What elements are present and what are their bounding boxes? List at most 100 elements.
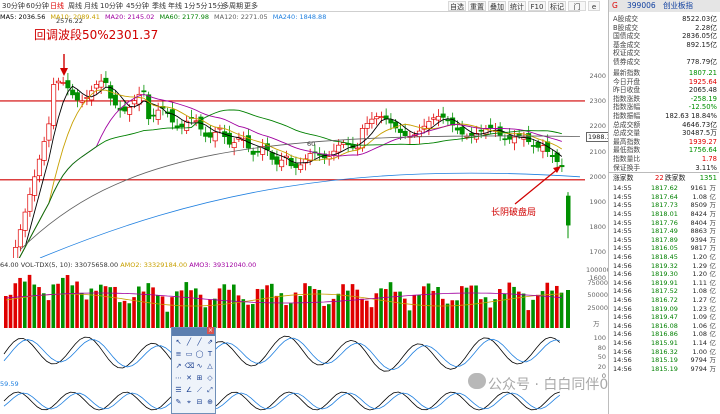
text-icon[interactable]: T — [207, 350, 213, 358]
toolbar-button-6[interactable]: 门 — [568, 1, 586, 11]
tick-u: 万 — [709, 210, 717, 218]
volume-bar — [502, 293, 507, 328]
tick-n: 8404 — [690, 218, 707, 227]
volume-bar — [84, 299, 89, 328]
volume-bar — [545, 282, 550, 328]
period-tab-10[interactable]: 5分 — [196, 2, 208, 10]
volume-bar — [118, 302, 122, 328]
tick-t: 14:56 — [613, 339, 632, 347]
tick-u: 万 — [709, 235, 717, 244]
draw-tool-14-icon[interactable]: ⊞ — [196, 374, 203, 382]
volume-bar — [498, 289, 502, 328]
period-tab-11[interactable]: 15分 — [208, 2, 224, 10]
drawing-tool-palette[interactable]: × ↖ ╱ ╱ ⇗ ≡ ▭ ◯ T ↗ ⌫ ∿ △ ⋯ ✕ ⊞ ◇ ☰ ∠ ⟋ ⤢ ✎ ⌖ ⊟ ⊕ — [171, 327, 216, 414]
toolbar-button-2[interactable]: 叠加 — [488, 1, 506, 11]
draw-tool-15-icon[interactable]: ◇ — [207, 374, 213, 382]
arrow-icon[interactable]: ↗ — [175, 362, 182, 370]
quote-row-value: 1939.27 — [688, 137, 717, 146]
volume-bar — [493, 299, 497, 328]
tick-p: 1816.86 — [651, 330, 678, 339]
market-flag: G — [612, 1, 618, 10]
palette-titlebar[interactable]: × — [172, 327, 215, 336]
volume-bar-final — [566, 290, 570, 328]
candle-body — [36, 158, 42, 177]
period-tab-9[interactable]: 1分 — [184, 2, 196, 10]
volume-bar — [222, 284, 227, 328]
tick-row: 14:56 1819.32 1.29 亿 — [609, 261, 719, 271]
candle-body — [369, 118, 375, 124]
draw-tool-13-icon[interactable]: ✕ — [186, 374, 192, 382]
candle-body — [32, 176, 38, 196]
indicator2-chart[interactable] — [0, 388, 585, 414]
candle-body — [93, 84, 99, 89]
tick-u: 亿 — [709, 339, 717, 347]
tick-u: 亿 — [709, 261, 717, 270]
toolbar-button-1[interactable]: 重置 — [468, 1, 486, 11]
ray-icon[interactable]: ╱ — [197, 338, 202, 346]
oscillator-chart[interactable] — [0, 330, 585, 378]
tick-t: 14:56 — [613, 313, 632, 322]
candle-body — [131, 100, 137, 105]
draw-tool-10-icon[interactable]: ∿ — [196, 362, 203, 370]
period-tab-4[interactable]: 月线 — [84, 2, 98, 10]
draw-tool-23-icon[interactable]: ⊕ — [207, 398, 213, 406]
tick-u: 万 — [709, 184, 717, 193]
volume-bar — [517, 291, 521, 328]
toolbar-button-4[interactable]: F10 — [528, 1, 546, 11]
cursor-icon[interactable]: ↖ — [175, 338, 182, 346]
volume-bar — [217, 288, 222, 328]
draw-tool-21-icon[interactable]: ⌖ — [187, 398, 191, 406]
channel-icon[interactable]: ⇗ — [207, 338, 213, 346]
toolbar-extra-button[interactable]: e — [588, 1, 600, 11]
period-tab-8[interactable]: 年线 — [168, 2, 182, 10]
volume-bar — [241, 299, 246, 328]
quote-row-value: -258.19 — [690, 94, 717, 103]
period-tab-3[interactable]: 周线 — [68, 2, 82, 10]
candle-body — [445, 119, 451, 122]
toolbar-button-5[interactable]: 标记 — [548, 1, 566, 11]
volume-bar — [99, 284, 103, 328]
eraser-icon[interactable]: ⌫ — [184, 362, 195, 370]
line-icon[interactable]: ╱ — [186, 338, 192, 346]
volume-bar — [317, 289, 322, 328]
tick-row: 14:56 1815.19 9794 万 — [609, 364, 719, 374]
candle-body — [13, 247, 19, 258]
period-tab-0[interactable]: 30分钟 — [2, 2, 25, 10]
candlestick-chart[interactable] — [0, 22, 585, 258]
period-tab-2[interactable]: 日线 — [50, 2, 64, 10]
quote-row: 指数涨跌 -258.19 — [609, 94, 719, 104]
period-tab-7[interactable]: 季线 — [152, 2, 166, 10]
period-tab-1[interactable]: 60分钟 — [26, 2, 49, 10]
tick-p: 1819.47 — [651, 313, 678, 322]
period-tab-5[interactable]: 10分钟 — [100, 2, 123, 10]
period-tab-13[interactable]: 更多 — [244, 2, 258, 10]
draw-tool-16-icon[interactable]: ☰ — [175, 386, 182, 394]
toolbar-button-3[interactable]: 统计 — [508, 1, 526, 11]
toolbar-button-0[interactable]: 自选 — [448, 1, 466, 11]
volume-chart[interactable] — [0, 270, 585, 328]
draw-tool-22-icon[interactable]: ⊟ — [196, 398, 203, 406]
period-tab-12[interactable]: 多周期 — [222, 2, 243, 10]
price-tick-label: 1600 — [589, 273, 606, 282]
draw-tool-12-icon[interactable]: ⋯ — [175, 374, 182, 382]
circle-icon[interactable]: ◯ — [195, 350, 204, 358]
volume-tick-label: 25000 — [587, 303, 608, 312]
draw-tool-19-icon[interactable]: ⤢ — [207, 386, 213, 394]
rect-icon[interactable]: ▭ — [185, 350, 193, 358]
draw-tool-11-icon[interactable]: △ — [207, 362, 213, 370]
fib-icon[interactable]: ≡ — [175, 350, 182, 358]
candle-body — [502, 138, 508, 141]
candle-body — [212, 131, 218, 142]
close-icon[interactable]: × — [207, 327, 214, 334]
candle-body — [141, 90, 147, 93]
draw-tool-20-icon[interactable]: ✎ — [175, 398, 182, 406]
candle-body — [355, 147, 361, 150]
period-tab-6[interactable]: 45分钟 — [126, 2, 149, 10]
tick-p: 1815.19 — [651, 364, 678, 373]
draw-tool-17-icon[interactable]: ∠ — [185, 386, 193, 394]
ma5-label: MA5: 2036.56 — [0, 13, 46, 21]
volume-bar — [412, 295, 417, 328]
draw-tool-18-icon[interactable]: ⟋ — [197, 386, 202, 394]
candle-body — [98, 80, 104, 88]
tick-u: 亿 — [709, 347, 717, 356]
